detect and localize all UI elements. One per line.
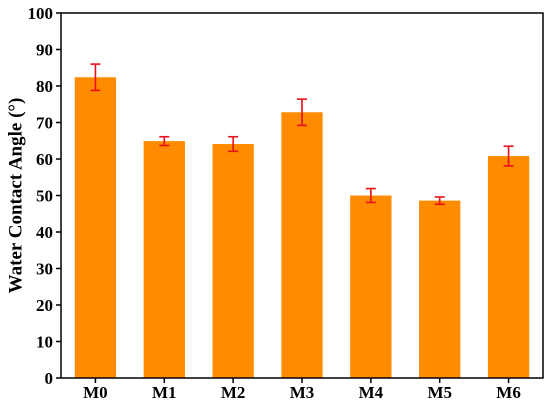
y-tick-label: 90 <box>36 41 53 60</box>
x-tick-label: M4 <box>359 383 384 402</box>
bars-group <box>74 77 530 379</box>
x-tick-label: M3 <box>290 383 315 402</box>
y-axis-title: Water Contact Angle (°) <box>6 98 27 294</box>
error-bar-m6 <box>503 145 514 167</box>
error-bar-m2 <box>228 135 239 153</box>
x-tick-label: M2 <box>221 383 246 402</box>
y-tick-label: 80 <box>36 77 53 96</box>
error-bars-group <box>90 63 514 206</box>
error-bar-m5 <box>434 196 445 206</box>
bar-m0 <box>74 77 117 379</box>
y-tick-label: 70 <box>36 114 53 133</box>
y-axis: 0 10 20 30 40 50 60 70 80 90 100 <box>28 4 61 388</box>
bar-m3 <box>281 112 323 378</box>
error-bar-m0 <box>90 63 101 92</box>
x-tick-label: M5 <box>427 383 452 402</box>
x-tick-label: M6 <box>496 383 521 402</box>
y-tick-label: 40 <box>36 223 53 242</box>
bar-m5 <box>419 200 461 378</box>
y-tick-label: 10 <box>36 333 53 352</box>
bar-m2 <box>212 144 254 378</box>
x-axis: M0 M1 M2 M3 M4 M5 M6 <box>83 378 521 402</box>
y-tick-label: 100 <box>28 4 54 23</box>
y-tick-label: 60 <box>36 150 53 169</box>
x-tick-label: M0 <box>83 383 108 402</box>
bar-m1 <box>143 141 185 378</box>
error-bar-m4 <box>365 187 376 204</box>
y-tick-label: 20 <box>36 296 53 315</box>
y-tick-label: 0 <box>45 369 54 388</box>
y-tick-label: 50 <box>36 187 53 206</box>
bar-m4 <box>350 195 392 378</box>
y-tick-label: 30 <box>36 260 53 279</box>
error-bar-m3 <box>297 98 307 127</box>
bar-m6 <box>487 156 530 378</box>
plot-frame <box>60 12 544 379</box>
x-tick-label: M1 <box>152 383 177 402</box>
error-bar-m1 <box>159 135 170 147</box>
